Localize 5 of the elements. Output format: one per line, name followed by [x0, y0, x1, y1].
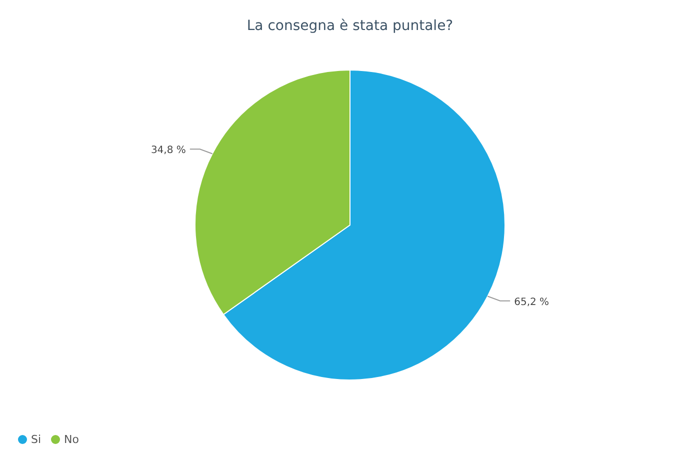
data-label: 65,2 % — [514, 296, 550, 308]
chart-title: La consegna è stata puntale? — [246, 18, 454, 34]
legend-label: Si — [31, 433, 42, 446]
legend-label: No — [64, 433, 80, 446]
data-label: 34,8 % — [150, 145, 186, 156]
